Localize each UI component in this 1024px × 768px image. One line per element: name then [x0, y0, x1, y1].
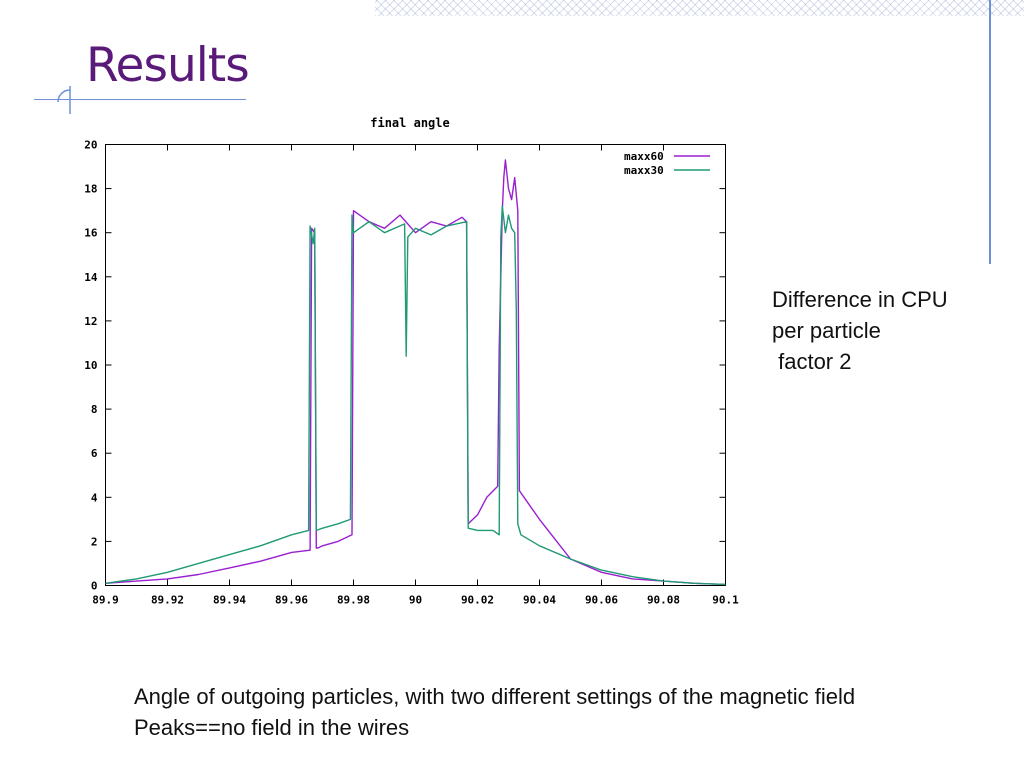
legend: maxx60 maxx30 [624, 150, 710, 177]
plot-frame [105, 144, 726, 586]
x-tick-label: 89.92 [151, 594, 184, 607]
x-tick-label: 89.98 [337, 594, 370, 607]
side-note-line: factor 2 [772, 349, 852, 374]
legend-label-maxx60: maxx60 [624, 150, 664, 163]
x-tick-label: 90.1 [712, 594, 739, 607]
caption-line: Peaks==no field in the wires [134, 715, 410, 740]
y-tick-label: 14 [84, 271, 98, 284]
x-tick-label: 90.04 [523, 594, 556, 607]
x-tick-label: 90 [409, 594, 422, 607]
chart-title: final angle [370, 116, 449, 130]
y-axis: 0 2 4 6 8 10 12 14 16 18 20 [84, 139, 726, 593]
top-pattern-band [375, 0, 1024, 16]
x-axis: 89.9 89.92 89.94 89.96 89.98 90 90.02 90.04 90.0… [92, 144, 739, 607]
caption-line: Angle of outgoing particles, with two di… [134, 684, 856, 709]
y-tick-label: 10 [84, 359, 97, 372]
y-tick-label: 6 [91, 447, 98, 460]
legend-label-maxx30: maxx30 [624, 164, 664, 177]
side-note-line: Difference in CPU [772, 287, 948, 312]
y-tick-label: 18 [84, 183, 97, 196]
y-tick-label: 20 [84, 139, 97, 152]
series-line-maxx30 [105, 205, 726, 586]
title-underline [34, 99, 246, 100]
y-tick-label: 16 [84, 227, 98, 240]
y-tick-label: 2 [91, 535, 98, 548]
slide-title: Results [86, 38, 250, 93]
x-tick-label: 89.94 [213, 594, 246, 607]
x-tick-label: 90.02 [461, 594, 494, 607]
x-tick-label: 89.9 [92, 594, 119, 607]
title-ornament [57, 86, 71, 114]
caption: Angle of outgoing particles, with two di… [134, 681, 855, 743]
x-tick-label: 89.96 [275, 594, 308, 607]
y-tick-label: 8 [91, 403, 98, 416]
y-tick-label: 0 [91, 580, 98, 593]
y-tick-label: 4 [91, 491, 98, 504]
series-line-maxx60 [105, 159, 726, 586]
x-tick-label: 90.08 [647, 594, 680, 607]
x-tick-label: 90.06 [585, 594, 618, 607]
side-note: Difference in CPU per particle factor 2 [772, 284, 948, 377]
right-accent-line [989, 0, 991, 264]
series-layer [105, 159, 726, 586]
side-note-line: per particle [772, 318, 881, 343]
y-tick-label: 12 [84, 315, 97, 328]
